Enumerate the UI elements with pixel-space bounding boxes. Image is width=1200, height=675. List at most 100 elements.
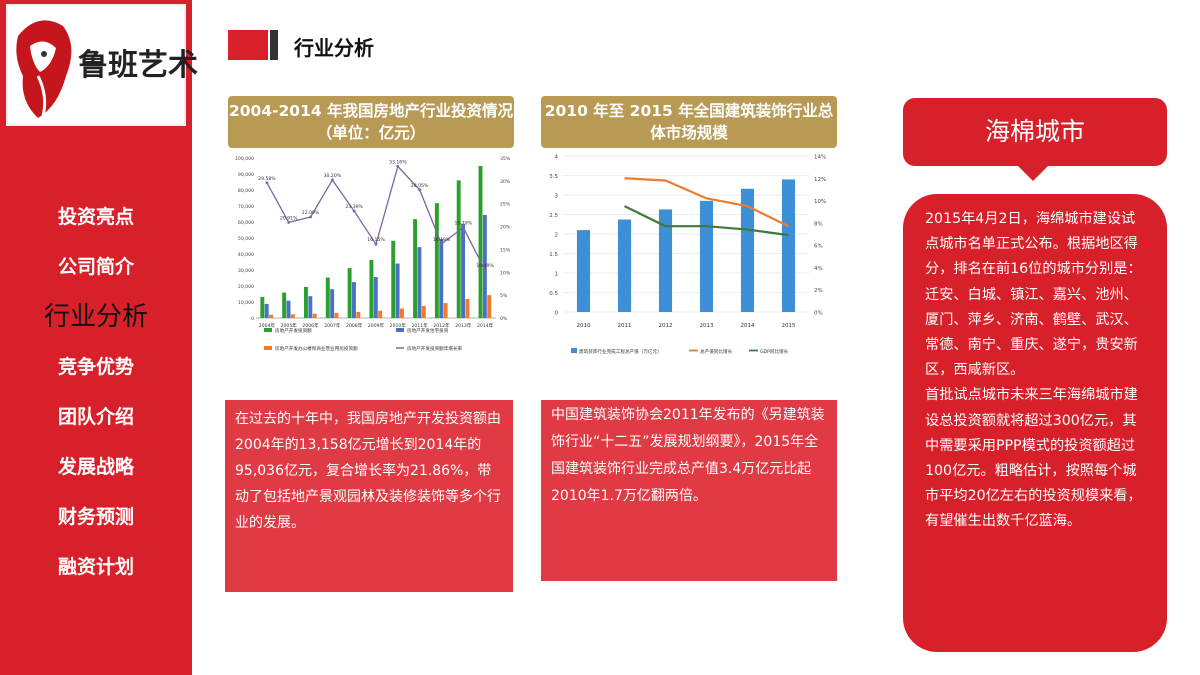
chart2-y2-tick: 0% [814, 311, 823, 317]
chart1-bar [304, 286, 308, 318]
chart1-growth-point [265, 181, 269, 185]
nav-item-financial-forecast[interactable]: 财务预测 [57, 506, 134, 528]
chart1-y-tick: 90,000 [238, 172, 254, 178]
chart1-point-label: 23.39% [345, 204, 363, 210]
sponge-city-para2: 首批试点城市未来三年海绵城市建设总投资额就将超过300亿元，其中需要采用PPP模… [925, 387, 1142, 530]
chart2-title: 2010 年至 2015 年全国建筑装饰行业总体市场规模 [541, 96, 837, 148]
chart1-bar [347, 268, 352, 318]
chart1-x-tick: 2006年 [302, 322, 319, 329]
decoration-summary-box: 中国建筑装饰协会2011年发布的《另建筑装饰行业“十二五”发展规划纲要》，201… [541, 400, 837, 581]
chart1-legend-label: 房地产开发投资额 [275, 327, 312, 334]
chart1-legend-label: 房地产开发投资额年增长率 [407, 345, 463, 352]
chart1-y2-tick: 0% [500, 316, 508, 322]
chart2-y-tick: 0 [555, 311, 559, 317]
chart2-y2-tick: 12% [814, 177, 826, 183]
chart1-x-tick: 2012年 [433, 322, 450, 329]
chart2-bar [576, 230, 591, 312]
logo: 鲁班艺术 [6, 4, 198, 126]
chart2-y-tick: 1 [555, 272, 559, 278]
chart2-x-tick: 2013 [700, 323, 714, 329]
chart1-growth-point [461, 226, 465, 229]
chart1-y-tick: 50,000 [238, 236, 254, 242]
chart2-y2-tick: 10% [814, 199, 826, 205]
nav-item-financing-plan[interactable]: 融资计划 [57, 556, 134, 578]
chart1-bar [260, 296, 265, 318]
chart1-bar [264, 303, 269, 318]
chart2-bar [781, 179, 796, 312]
chart1-growth-point [374, 242, 378, 246]
chart1-growth-point [352, 209, 356, 213]
decoration-summary-text: 中国建筑装饰协会2011年发布的《另建筑装饰行业“十二五”发展规划纲要》，201… [551, 407, 825, 504]
chart1-y2-tick: 5% [500, 293, 508, 299]
chart1-x-tick: 2010年 [390, 322, 407, 329]
chart1-bar [434, 203, 439, 318]
chart1-x-tick: 2007年 [324, 322, 341, 329]
chart1-y-tick: 40,000 [238, 252, 254, 258]
chart1-growth-point [309, 215, 312, 219]
nav-item-industry-analysis[interactable]: 行业分析 [43, 302, 148, 332]
chart1-y-tick: 30,000 [238, 268, 254, 274]
nav-item-strategy[interactable]: 发展战略 [57, 456, 134, 478]
chart1-point-label: 16.15% [367, 237, 385, 243]
chart2-y-tick: 4 [555, 155, 559, 161]
investment-summary-text: 在过去的十年中，我国房地产开发投资额由2004年的13,158亿元增长到2014… [235, 411, 501, 531]
page-title: 行业分析 [294, 36, 374, 60]
chart2-y2-tick: 8% [814, 221, 823, 227]
chart1-x-tick: 2013年 [455, 322, 472, 329]
nav-item-competitive-advantage[interactable]: 竞争优势 [57, 356, 134, 378]
chart1-bar [286, 300, 291, 318]
chart1-point-label: 22.09% [302, 210, 320, 216]
investment-summary-box: 在过去的十年中，我国房地产开发投资额由2004年的13,158亿元增长到2014… [225, 400, 513, 592]
chart1-y-tick: 10,000 [238, 300, 254, 306]
chart1-bar [391, 240, 396, 318]
chart1-y-tick: 100,000 [235, 156, 254, 162]
chart1-y2-tick: 10% [500, 270, 511, 276]
chart1-bar [369, 260, 374, 318]
chart1-bar [413, 219, 418, 318]
chart1-bar [456, 180, 461, 318]
chart2-bar [658, 209, 673, 312]
sponge-city-pointer [1017, 165, 1049, 181]
chart1-y2-tick: 25% [500, 202, 511, 208]
chart1-point-label: 29.58% [258, 176, 276, 182]
chart1-bar [465, 298, 470, 318]
chart1-bar [443, 303, 448, 318]
chart1-growth-point [287, 221, 291, 224]
sponge-city-content: 2015年4月2日，海绵城市建设试点城市名单正式公布。根据地区得分，排名在前16… [903, 194, 1167, 652]
nav-item-team[interactable]: 团队介绍 [57, 406, 134, 428]
chart2-x-tick: 2010 [577, 323, 591, 329]
chart1-growth-line [266, 165, 486, 271]
chart2-y-tick: 2 [555, 233, 559, 239]
sidebar: 鲁班艺术 投资亮点 公司简介 行业分析 竞争优势 团队介绍 发展战略 财务预测 … [0, 0, 198, 675]
chart1-bar [290, 314, 295, 318]
chart1-bar [487, 295, 492, 318]
chart1-x-tick: 2014年 [477, 322, 494, 329]
chart1-y-tick: 0 [251, 316, 254, 322]
sponge-city-para1: 2015年4月2日，海绵城市建设试点城市名单正式公布。根据地区得分，排名在前16… [925, 211, 1142, 379]
chart1-legend-label: 房地产开发办公楼和商业营业用房投资额 [275, 345, 358, 352]
chart2-bar [740, 188, 755, 312]
chart1-point-label: 16.19% [433, 237, 451, 243]
logo-text: 鲁班艺术 [78, 48, 198, 83]
chart1-bar [461, 223, 466, 318]
chart2-x-tick: 2012 [659, 323, 673, 329]
chart1-x-tick: 2004年 [259, 322, 276, 329]
chart1-bar [482, 215, 487, 318]
chart2-x-tick: 2015 [782, 323, 796, 329]
logo-figure-icon [16, 20, 72, 118]
nav-item-company-profile[interactable]: 公司简介 [57, 256, 134, 278]
sidebar-nav: 投资亮点 公司简介 行业分析 竞争优势 团队介绍 发展战略 财务预测 融资计划 [0, 198, 192, 598]
chart1-bar [334, 312, 339, 318]
chart2-y-tick: 0.5 [549, 291, 558, 297]
chart1-y-tick: 80,000 [238, 188, 254, 194]
nav-item-investment-highlights[interactable]: 投资亮点 [57, 206, 134, 228]
chart1-bar [325, 277, 330, 318]
chart1-growth-point [396, 165, 400, 168]
chart1-bar [439, 239, 444, 318]
chart2-line [624, 177, 789, 228]
chart1-legend-swatch [396, 328, 404, 332]
chart2-legend-label: GDP同比增长 [760, 348, 789, 355]
chart1-legend-swatch [264, 328, 272, 332]
chart1-bar [400, 308, 404, 318]
chart1-y2-tick: 30% [500, 179, 511, 185]
